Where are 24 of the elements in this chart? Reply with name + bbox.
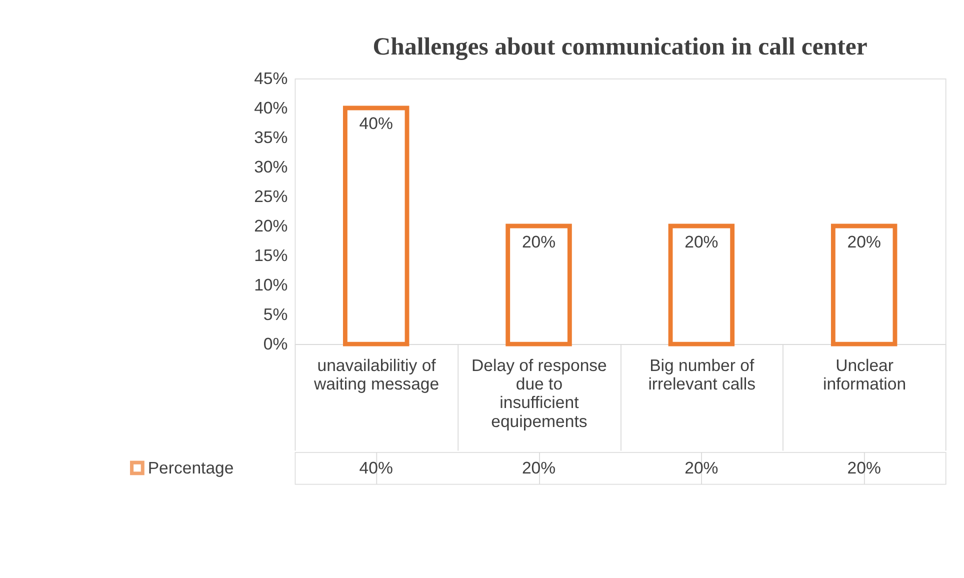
y-tick-label: 15% bbox=[254, 246, 288, 265]
data-label: 20% bbox=[847, 458, 881, 478]
text: 20% bbox=[684, 232, 718, 252]
x-tick-label: Big number of irrelevant calls bbox=[648, 356, 756, 394]
y-tick-label: 35% bbox=[254, 128, 288, 147]
x-tick-label: Delay of response due to insufficient equipements bbox=[472, 356, 607, 431]
y-tick-label: 30% bbox=[254, 157, 288, 176]
data-label: 20% bbox=[522, 458, 556, 478]
data-label: 40% bbox=[359, 458, 393, 478]
y-tick-label: 25% bbox=[254, 186, 288, 206]
x-tick-label: unavailabilitiy of waiting message bbox=[312, 356, 440, 394]
y-tick-label: 0% bbox=[263, 334, 288, 354]
y-tick-label: 5% bbox=[263, 304, 288, 324]
x-tick-label: Unclear information bbox=[822, 356, 906, 394]
text: 40% bbox=[359, 114, 393, 134]
chart-title: Challenges about communication in call center bbox=[372, 34, 868, 61]
y-tick-label: 10% bbox=[254, 275, 288, 294]
data-label: 20% bbox=[684, 458, 718, 478]
text: 20% bbox=[522, 232, 556, 252]
y-tick-label: 45% bbox=[254, 68, 288, 88]
y-tick-label: 40% bbox=[254, 98, 288, 118]
y-tick-label: 20% bbox=[254, 216, 288, 236]
text: 20% bbox=[847, 232, 881, 252]
legend-label: Percentage bbox=[148, 458, 234, 478]
